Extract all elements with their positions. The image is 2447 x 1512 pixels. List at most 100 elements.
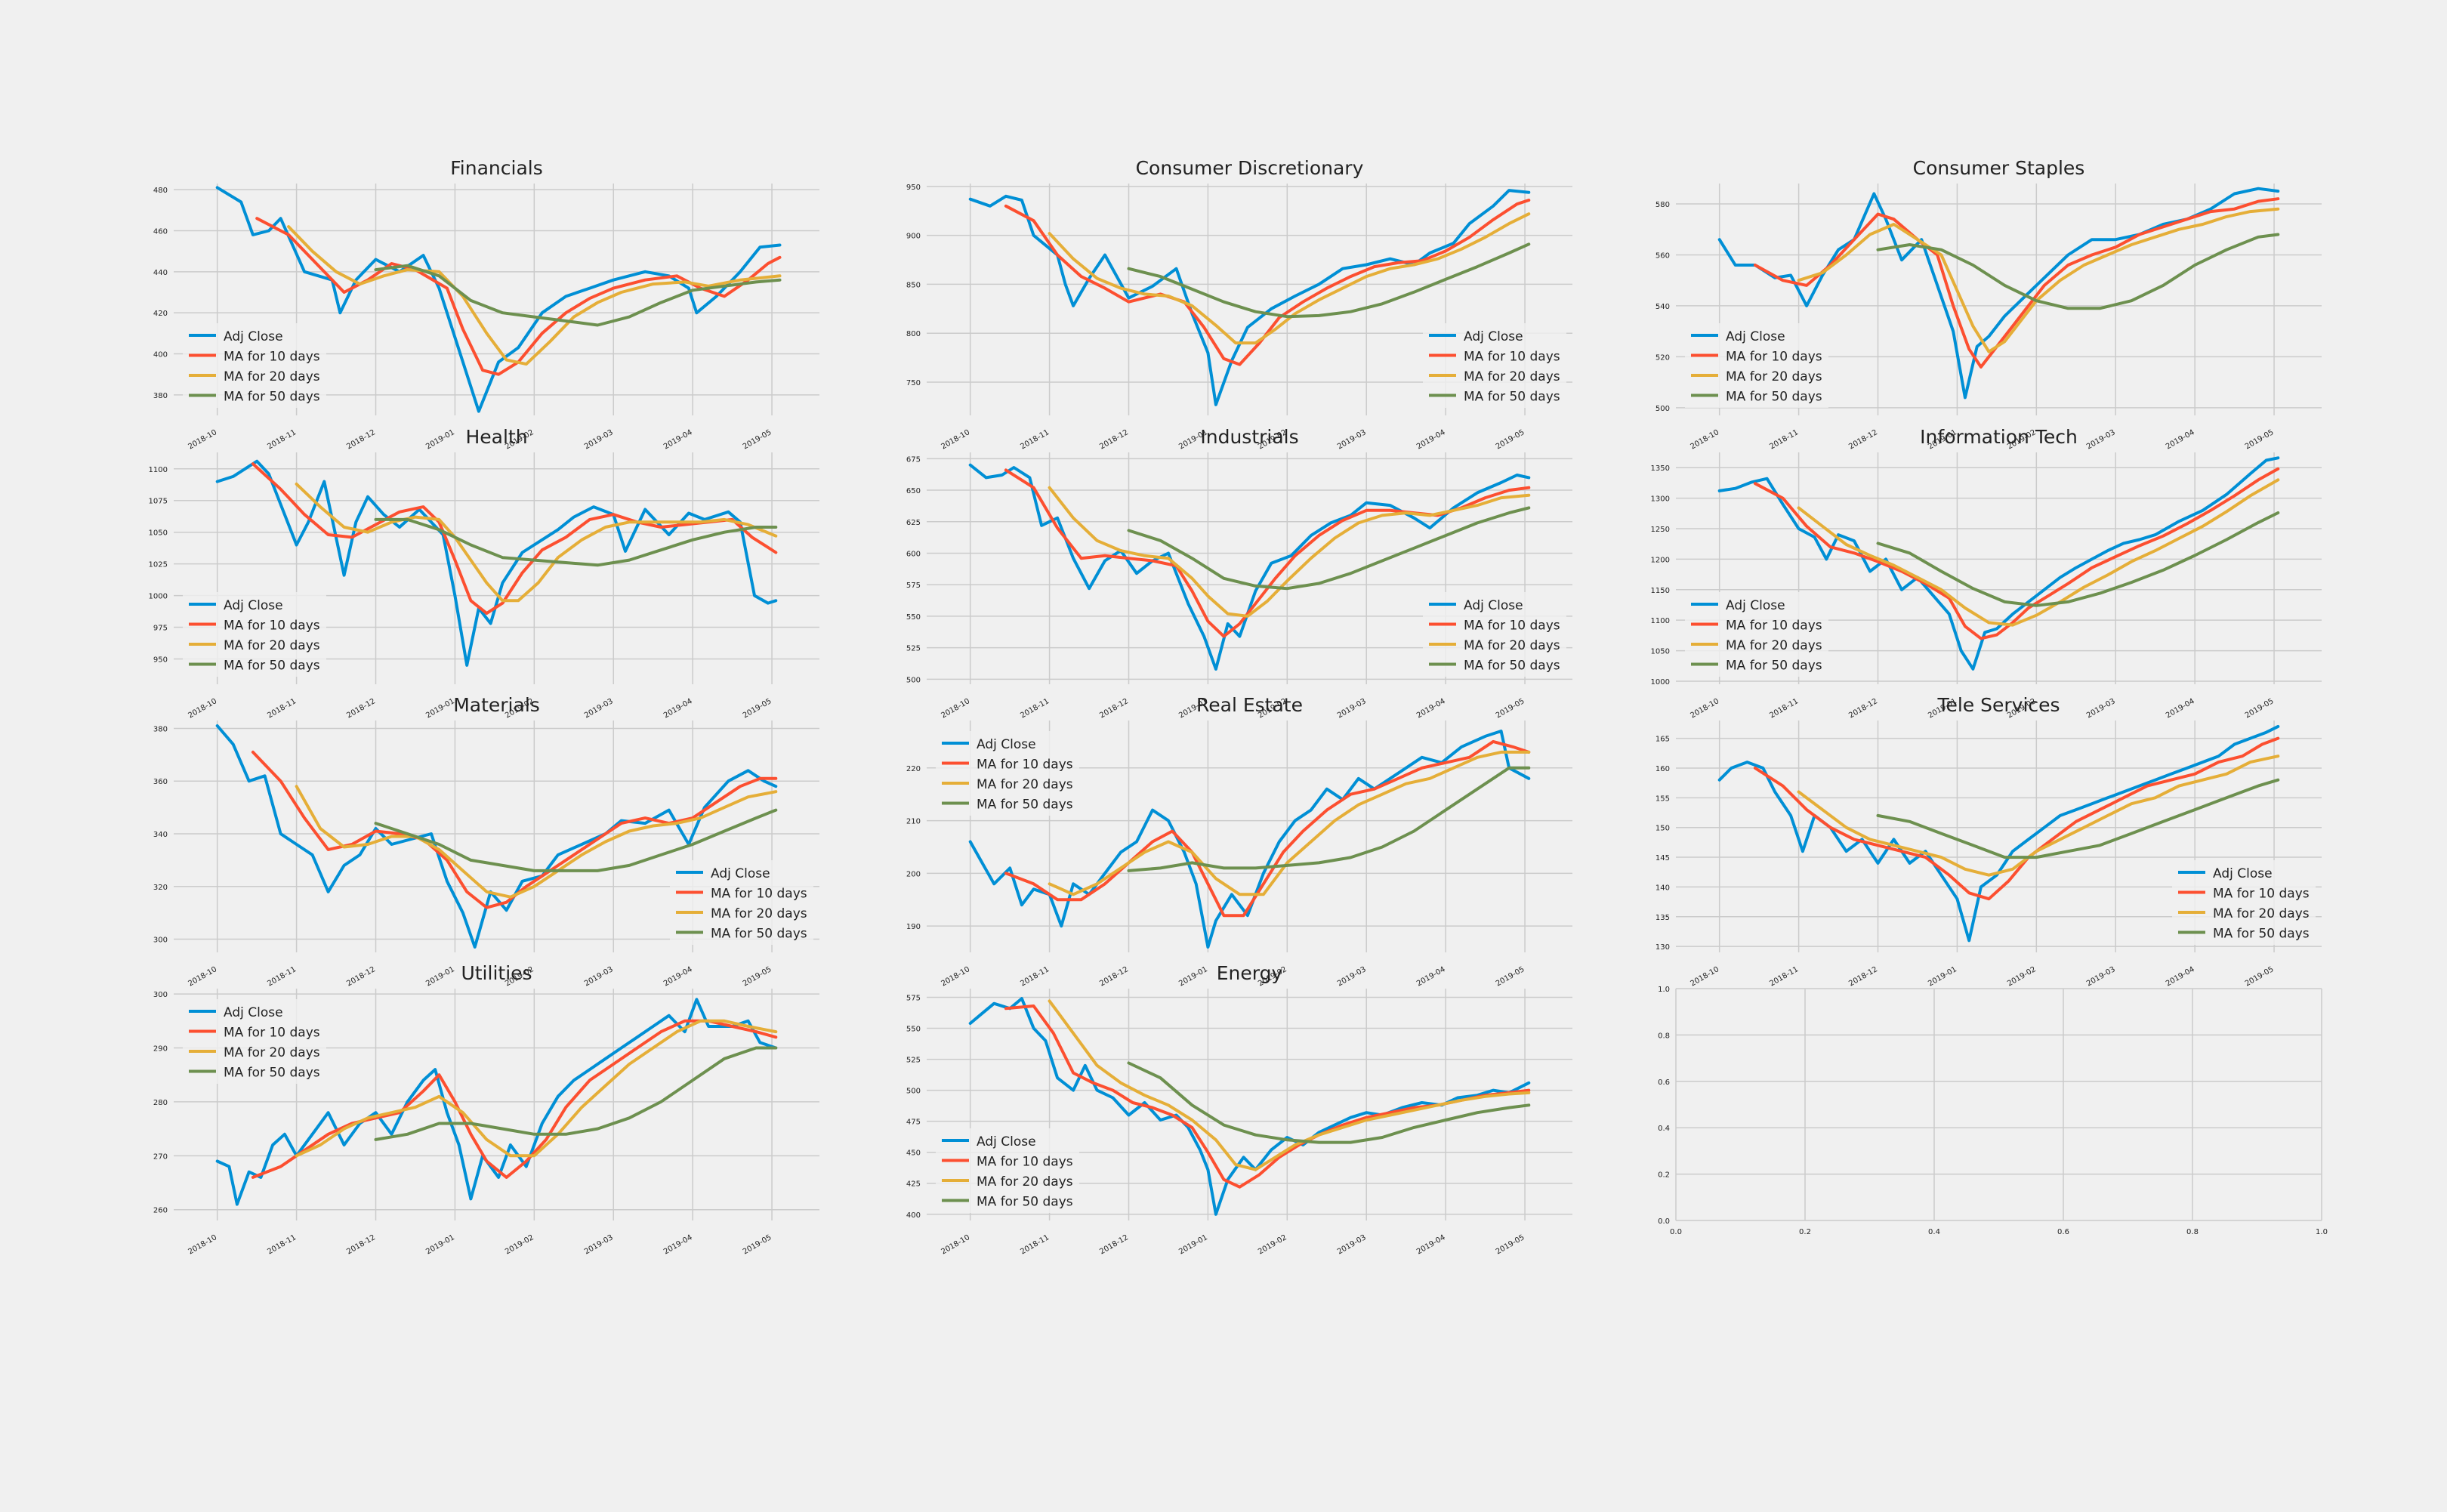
- series-line-ma-for-50-days: [1127, 506, 1531, 591]
- legend-box: [1423, 592, 1566, 677]
- legend-box: [2172, 860, 2316, 945]
- series-line-ma-for-50-days: [374, 264, 782, 327]
- legend-label: MA for 10 days: [224, 350, 320, 365]
- y-tick-label: 1.0: [1658, 986, 1670, 994]
- chart-title: Information Tech: [1920, 426, 2078, 448]
- y-tick-label: 1100: [149, 466, 168, 474]
- legend-label: MA for 20 days: [1464, 638, 1560, 653]
- y-tick-label: 525: [906, 645, 921, 653]
- legend-label: MA for 50 days: [977, 798, 1073, 813]
- legend-label: MA for 20 days: [2213, 906, 2310, 921]
- legend-label: MA for 50 days: [224, 390, 320, 405]
- series-line-adj-close: [1717, 187, 2280, 400]
- legend: Adj Close MA for 10 days MA for 20 days MA …: [183, 323, 326, 408]
- legend-label: MA for 10 days: [977, 1155, 1073, 1170]
- y-tick-label: 900: [906, 233, 921, 241]
- y-tick-label: 950: [906, 184, 921, 192]
- legend-label: Adj Close: [2213, 866, 2273, 881]
- chart-empty: 0.0 0.2 0.4 0.6 0.8 1.0 0.0 0.2 0.4 0.6 0.8 1.0: [1658, 986, 2328, 1236]
- legend-label: MA for 10 days: [1726, 350, 1822, 365]
- legend-box: [183, 323, 326, 408]
- y-tick-label: 160: [1656, 765, 1670, 773]
- legend-box: [1423, 323, 1566, 408]
- series-line-adj-close: [1717, 456, 2280, 671]
- legend-box: [1685, 323, 1828, 408]
- legend-label: Adj Close: [224, 329, 283, 344]
- y-tick-label: 1000: [149, 593, 168, 601]
- y-tick-label: 320: [153, 884, 168, 892]
- y-tick-label: 1075: [149, 498, 168, 506]
- legend: Adj Close MA for 10 days MA for 20 days MA …: [183, 592, 326, 677]
- legend-label: MA for 10 days: [2213, 887, 2310, 902]
- y-tick-label: 400: [906, 1211, 921, 1220]
- series-line-ma-for-20-days: [295, 785, 778, 899]
- y-tick-label: 300: [153, 937, 168, 945]
- y-tick-label: 625: [906, 519, 921, 527]
- y-tick-label: 1250: [1651, 526, 1670, 534]
- legend-label: Adj Close: [977, 1134, 1036, 1149]
- legend: Adj Close MA for 10 days MA for 20 days MA …: [670, 860, 813, 945]
- y-tick-label: 1000: [1651, 678, 1670, 687]
- legend-label: MA for 10 days: [1464, 619, 1560, 634]
- series-line-ma-for-20-days: [1797, 754, 2280, 877]
- y-tick-label: 525: [906, 1057, 921, 1065]
- series-line-adj-close: [215, 459, 778, 667]
- legend-box: [670, 860, 813, 945]
- x-tick-label: 0.2: [1799, 1228, 1811, 1236]
- y-tick-label: 200: [906, 870, 921, 878]
- y-tick-label: 280: [153, 1099, 168, 1107]
- chart-title: Tele Services: [1936, 694, 2060, 716]
- x-tick-label: 0.4: [1928, 1228, 1940, 1236]
- y-tick-label: 380: [153, 725, 168, 733]
- y-tick-label: 975: [153, 625, 168, 633]
- y-tick-label: 145: [1656, 854, 1670, 862]
- series-line-ma-for-50-days: [1127, 242, 1531, 319]
- y-tick-label: 425: [906, 1180, 921, 1189]
- y-tick-label: 550: [906, 1026, 921, 1034]
- y-tick-label: 220: [906, 765, 921, 773]
- series-line-ma-for-50-days: [1876, 233, 2280, 310]
- legend: Adj Close MA for 10 days MA for 20 days MA …: [2172, 860, 2316, 945]
- series-line-ma-for-10-days: [1753, 197, 2280, 369]
- legend: Adj Close MA for 10 days MA for 20 days MA …: [1685, 323, 1828, 408]
- series-line-ma-for-50-days: [1127, 766, 1531, 872]
- chart-title: Industrials: [1200, 426, 1298, 448]
- series-line-ma-for-20-days: [295, 1019, 778, 1158]
- y-tick-label: 500: [1656, 405, 1670, 413]
- chart-title: Health: [465, 426, 527, 448]
- series-line-ma-for-50-days: [1876, 511, 2280, 607]
- legend: Adj Close MA for 10 days MA for 20 days MA …: [936, 1128, 1079, 1213]
- legend-label: Adj Close: [1726, 598, 1785, 613]
- y-tick-label: 0.0: [1658, 1217, 1670, 1226]
- y-tick-label: 260: [153, 1207, 168, 1215]
- y-tick-label: 140: [1656, 884, 1670, 892]
- legend-label: Adj Close: [224, 1005, 283, 1020]
- series-line-ma-for-20-days: [1048, 750, 1531, 896]
- y-tick-label: 1100: [1651, 617, 1670, 625]
- series-line-ma-for-50-days: [374, 1046, 778, 1141]
- chart-title: Consumer Discretionary: [1136, 157, 1364, 179]
- legend-label: Adj Close: [711, 866, 770, 881]
- series-line-ma-for-10-days: [251, 462, 778, 616]
- y-tick-label: 480: [153, 187, 168, 195]
- y-tick-label: 750: [906, 379, 921, 387]
- y-tick-label: 210: [906, 818, 921, 826]
- legend-label: Adj Close: [1726, 329, 1785, 344]
- y-tick-label: 800: [906, 330, 921, 338]
- series-line-ma-for-20-days: [1048, 212, 1531, 345]
- y-tick-label: 270: [153, 1153, 168, 1161]
- y-tick-label: 190: [906, 923, 921, 931]
- y-tick-label: 420: [153, 310, 168, 318]
- y-tick-label: 460: [153, 227, 168, 236]
- series-line-ma-for-50-days: [1127, 1061, 1531, 1144]
- y-tick-label: 580: [1656, 201, 1670, 209]
- legend-label: MA for 20 days: [224, 638, 320, 653]
- y-tick-label: 1150: [1651, 587, 1670, 595]
- y-tick-label: 0.2: [1658, 1171, 1670, 1180]
- y-tick-label: 1050: [149, 529, 168, 538]
- legend-label: Adj Close: [1464, 329, 1523, 344]
- legend-label: MA for 50 days: [1464, 659, 1560, 674]
- legend-label: MA for 10 days: [224, 1026, 320, 1041]
